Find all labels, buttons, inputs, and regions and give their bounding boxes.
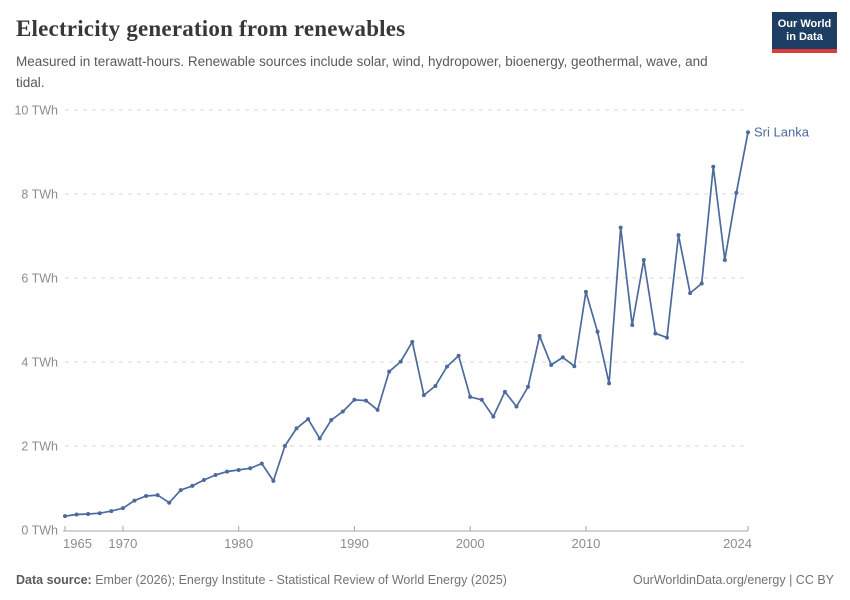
data-point[interactable] xyxy=(190,483,195,488)
footer-source: Data source: Ember (2026); Energy Instit… xyxy=(16,573,507,587)
data-point[interactable] xyxy=(329,417,334,422)
x-axis-tick-label: 2024 xyxy=(723,536,752,551)
footer-license-link[interactable]: OurWorldinData.org/energy | CC BY xyxy=(632,573,834,587)
data-point[interactable] xyxy=(514,404,519,409)
data-point[interactable] xyxy=(167,500,172,505)
data-point[interactable] xyxy=(653,331,658,336)
data-point[interactable] xyxy=(502,389,507,394)
chart-subtitle: Measured in terawatt-hours. Renewable so… xyxy=(16,54,708,90)
owid-logo[interactable]: Our World in Data xyxy=(772,12,837,53)
data-point[interactable] xyxy=(144,493,149,498)
data-point[interactable] xyxy=(676,233,681,238)
footer-source-label: Data source: xyxy=(16,573,92,587)
data-point[interactable] xyxy=(537,333,542,338)
owid-logo-line1: Our World xyxy=(777,17,832,30)
x-axis-tick-label: 1980 xyxy=(224,536,253,551)
data-point[interactable] xyxy=(317,436,322,441)
chart-footer: Data source: Ember (2026); Energy Instit… xyxy=(16,573,834,587)
data-point[interactable] xyxy=(398,359,403,364)
data-point[interactable] xyxy=(595,329,600,334)
data-point[interactable] xyxy=(734,190,739,195)
x-axis-tick-label: 1970 xyxy=(108,536,137,551)
data-point[interactable] xyxy=(630,323,635,328)
data-point[interactable] xyxy=(63,514,67,519)
data-point[interactable] xyxy=(711,164,716,169)
x-axis-tick-label: 2010 xyxy=(571,536,600,551)
data-point[interactable] xyxy=(421,393,426,398)
data-point[interactable] xyxy=(445,364,450,369)
data-point[interactable] xyxy=(722,257,727,262)
y-axis-tick-label: 2 TWh xyxy=(21,440,58,454)
data-point[interactable] xyxy=(86,512,91,517)
y-axis-tick-label: 4 TWh xyxy=(21,356,58,370)
data-point[interactable] xyxy=(178,488,183,493)
footer-source-text: Ember (2026); Energy Institute - Statist… xyxy=(91,573,507,587)
data-point[interactable] xyxy=(746,130,750,135)
data-point[interactable] xyxy=(155,493,160,498)
data-point[interactable] xyxy=(282,444,287,448)
data-point[interactable] xyxy=(236,467,241,472)
data-point[interactable] xyxy=(699,281,704,286)
data-point[interactable] xyxy=(491,414,496,419)
data-point[interactable] xyxy=(664,335,669,340)
x-axis-tick-label: 1965 xyxy=(63,536,92,551)
x-axis-tick-label: 2000 xyxy=(456,536,485,551)
data-point[interactable] xyxy=(109,509,114,514)
data-point[interactable] xyxy=(120,506,125,511)
data-point[interactable] xyxy=(479,397,484,402)
data-point[interactable] xyxy=(688,291,693,296)
y-axis-tick-label: 0 TWh xyxy=(21,524,58,538)
chart-title: Electricity generation from renewables xyxy=(16,16,406,41)
data-point[interactable] xyxy=(248,466,253,471)
data-point[interactable] xyxy=(410,339,415,344)
y-axis-tick-label: 10 TWh xyxy=(14,104,58,118)
data-point[interactable] xyxy=(294,426,299,431)
owid-logo-line2: in Data xyxy=(786,30,823,43)
data-point[interactable] xyxy=(201,478,206,483)
plot-area[interactable] xyxy=(65,95,748,530)
data-point[interactable] xyxy=(340,409,345,414)
data-point[interactable] xyxy=(549,362,554,367)
data-point[interactable] xyxy=(572,364,577,369)
data-point[interactable] xyxy=(641,257,646,262)
data-point[interactable] xyxy=(375,407,380,412)
data-point[interactable] xyxy=(468,394,473,399)
data-point[interactable] xyxy=(583,289,588,294)
data-point[interactable] xyxy=(526,384,531,389)
data-point[interactable] xyxy=(132,498,137,503)
data-point[interactable] xyxy=(363,398,368,403)
data-point[interactable] xyxy=(259,461,264,466)
series-line xyxy=(64,131,749,517)
data-point[interactable] xyxy=(74,512,79,517)
entity-label-sri-lanka[interactable]: Sri Lanka xyxy=(754,124,810,139)
data-point[interactable] xyxy=(433,383,438,388)
y-axis-tick-label: 6 TWh xyxy=(21,272,58,286)
data-point[interactable] xyxy=(97,511,102,516)
data-point[interactable] xyxy=(387,369,392,374)
data-point[interactable] xyxy=(456,353,461,358)
data-point[interactable] xyxy=(607,381,612,386)
data-point[interactable] xyxy=(213,472,218,477)
x-axis-tick-label: 1990 xyxy=(340,536,369,551)
data-point[interactable] xyxy=(352,397,357,402)
data-point[interactable] xyxy=(618,225,623,230)
data-point[interactable] xyxy=(306,417,311,422)
data-point[interactable] xyxy=(225,469,230,474)
y-axis-tick-label: 8 TWh xyxy=(21,188,58,202)
data-point[interactable] xyxy=(560,355,565,360)
data-point[interactable] xyxy=(271,478,276,483)
